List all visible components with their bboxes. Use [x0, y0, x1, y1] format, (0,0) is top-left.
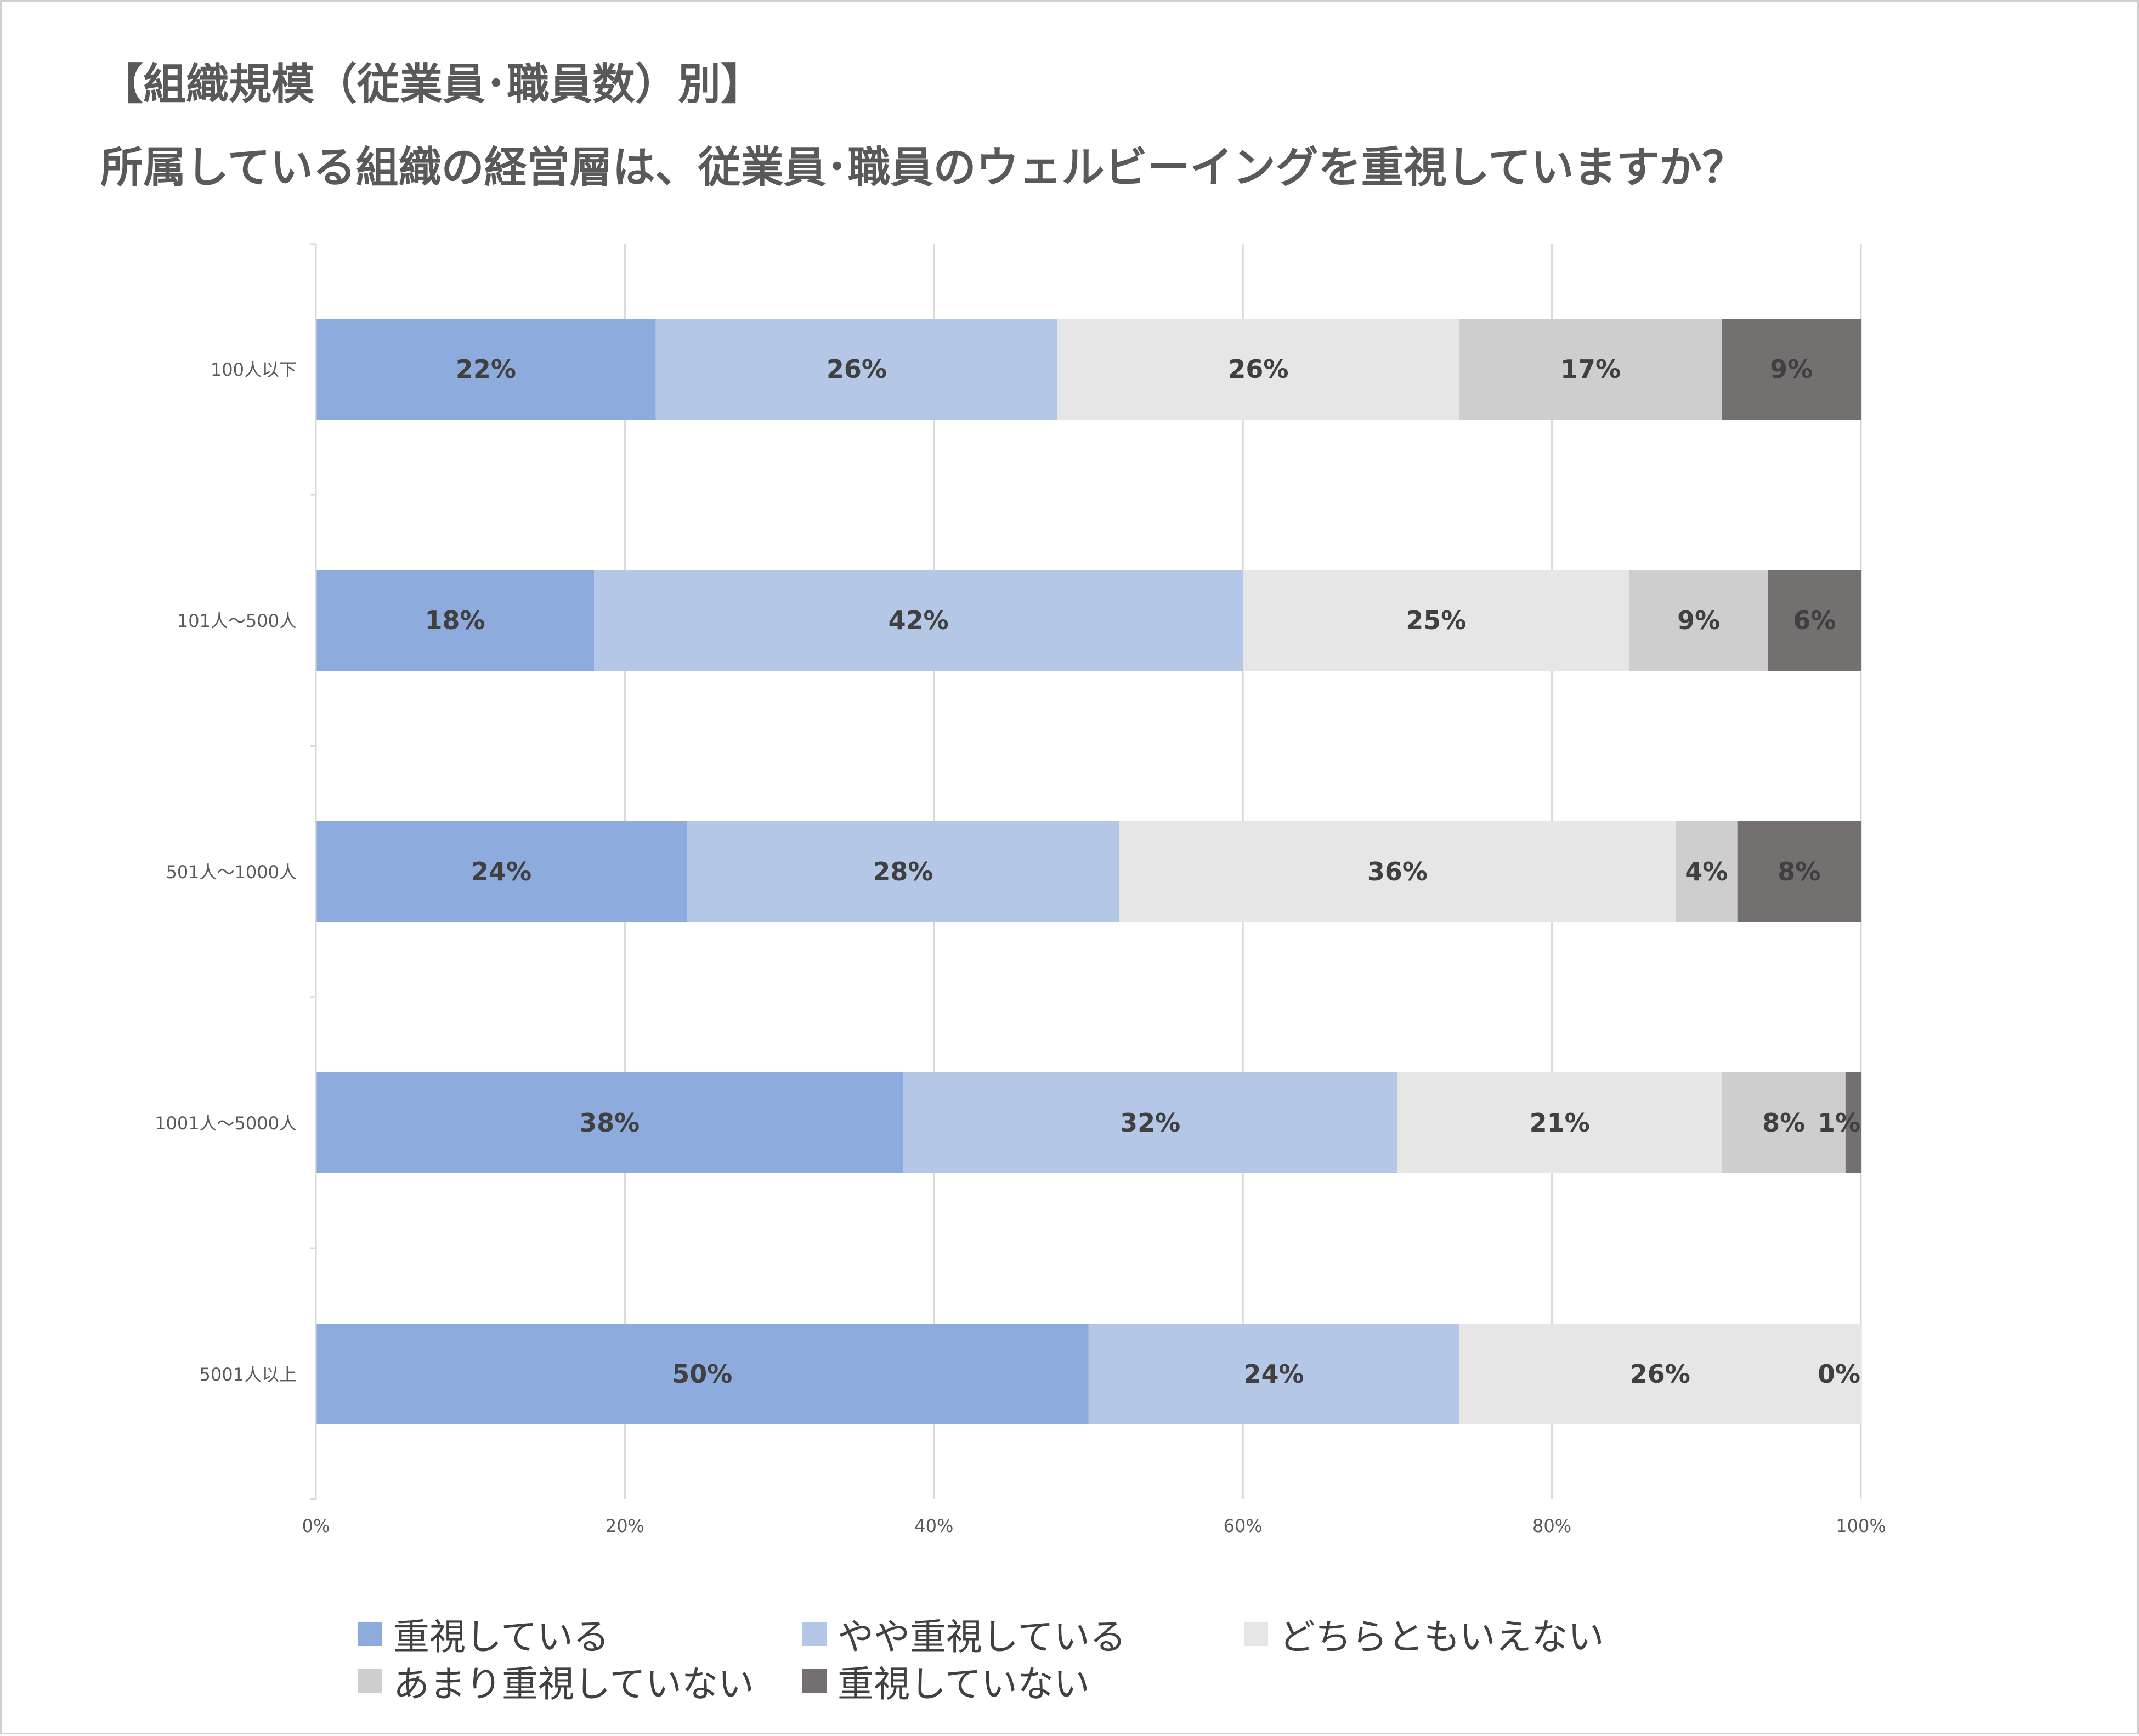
- legend-swatch: [1244, 1622, 1268, 1646]
- data-label: 25%: [1406, 606, 1466, 635]
- data-label: 4%: [1685, 857, 1728, 886]
- data-label: 18%: [425, 606, 485, 635]
- bar-segment: [1768, 570, 1861, 671]
- bar-segment: [316, 319, 656, 420]
- legend-item: 重視している: [358, 1608, 609, 1660]
- bar-segment: [1459, 1324, 1861, 1424]
- bar-segment: [1629, 570, 1768, 671]
- category-label: 1001人～5000人: [155, 1113, 297, 1134]
- data-label: 24%: [1243, 1359, 1304, 1389]
- bar-segment: [316, 1324, 1089, 1424]
- data-label: 32%: [1120, 1108, 1180, 1138]
- bar-segment: [1397, 1072, 1722, 1173]
- legend-item: どちらともいえない: [1244, 1608, 1604, 1660]
- bar-segment: [1459, 319, 1722, 420]
- bar-segment: [1845, 1072, 1861, 1173]
- data-label: 8%: [1762, 1108, 1805, 1138]
- data-label: 26%: [1228, 354, 1288, 384]
- legend-label: やや重視している: [838, 1616, 1127, 1658]
- data-labels: 22% 26% 26% 17% 9% 18% 42% 25% 9% 6% 24% 28% 36% 4% 8%…: [425, 354, 1860, 1389]
- bar-segment: [1722, 319, 1861, 420]
- x-tick-label: 60%: [1224, 1516, 1263, 1536]
- legend-swatch: [358, 1622, 382, 1646]
- data-label: 28%: [873, 857, 933, 886]
- legend-swatch: [802, 1669, 827, 1693]
- bar-segment: [655, 319, 1058, 420]
- data-label: 42%: [889, 606, 949, 635]
- data-label: 26%: [1630, 1359, 1690, 1389]
- bar-segment: [1675, 821, 1738, 922]
- bar-segment: [1243, 570, 1629, 671]
- data-label: 26%: [827, 354, 887, 384]
- category-label: 101人～500人: [177, 610, 297, 631]
- data-label: 9%: [1770, 354, 1813, 384]
- bar-segment: [1057, 319, 1459, 420]
- x-tick-label: 80%: [1532, 1516, 1571, 1536]
- chart-subtitle: 所属している組織の経営層は、従業員･職員のウェルビーイングを重視していますか？: [100, 143, 1745, 193]
- legend-swatch: [802, 1622, 827, 1646]
- legend-label: 重視している: [393, 1616, 610, 1658]
- legend-label: 重視していない: [838, 1663, 1090, 1705]
- legend-item: あまり重視していない: [358, 1655, 754, 1707]
- data-label: 17%: [1560, 354, 1621, 384]
- x-tick-label: 0%: [302, 1516, 330, 1536]
- data-label: 9%: [1677, 606, 1720, 635]
- legend-label: あまり重視していない: [393, 1663, 755, 1705]
- data-label: 36%: [1367, 857, 1428, 886]
- data-label: 38%: [579, 1108, 640, 1138]
- chart-title: 【組織規模（従業員･職員数）別】: [100, 60, 764, 109]
- bar-segment: [1722, 1072, 1846, 1173]
- legend-swatch: [358, 1669, 382, 1693]
- data-label: 22%: [456, 354, 516, 384]
- bar-segment: [687, 821, 1119, 922]
- bar-segment: [316, 570, 595, 671]
- data-label: 50%: [672, 1359, 732, 1389]
- bar-segment: [1088, 1324, 1459, 1424]
- x-tick-label: 20%: [606, 1516, 644, 1536]
- legend-item: 重視していない: [802, 1655, 1090, 1707]
- bar-segment: [903, 1072, 1397, 1173]
- bar-segment: [316, 821, 687, 922]
- bars: [316, 319, 1861, 1424]
- category-label: 100人以下: [211, 359, 297, 380]
- category-label: 5001人以上: [200, 1364, 297, 1385]
- data-label: 6%: [1793, 606, 1836, 635]
- data-label: 8%: [1778, 857, 1820, 886]
- legend-item: やや重視している: [802, 1608, 1126, 1660]
- bar-segment: [316, 1072, 903, 1173]
- data-label: 24%: [471, 857, 531, 886]
- data-label: 0%: [1818, 1359, 1860, 1389]
- x-tick-label: 40%: [914, 1516, 953, 1536]
- x-tick-label: 100%: [1836, 1516, 1886, 1536]
- legend-label: どちらともいえない: [1279, 1616, 1604, 1658]
- bar-segment: [1119, 821, 1676, 922]
- axes: 0% 20% 40% 60% 80% 100% 100人以下 101人～500人 501人～10…: [155, 243, 1886, 1536]
- data-label: 21%: [1530, 1108, 1590, 1138]
- category-label: 501人～1000人: [166, 862, 297, 883]
- bar-segment: [1737, 821, 1861, 922]
- bar-segment: [594, 570, 1243, 671]
- data-label: 1%: [1818, 1108, 1860, 1138]
